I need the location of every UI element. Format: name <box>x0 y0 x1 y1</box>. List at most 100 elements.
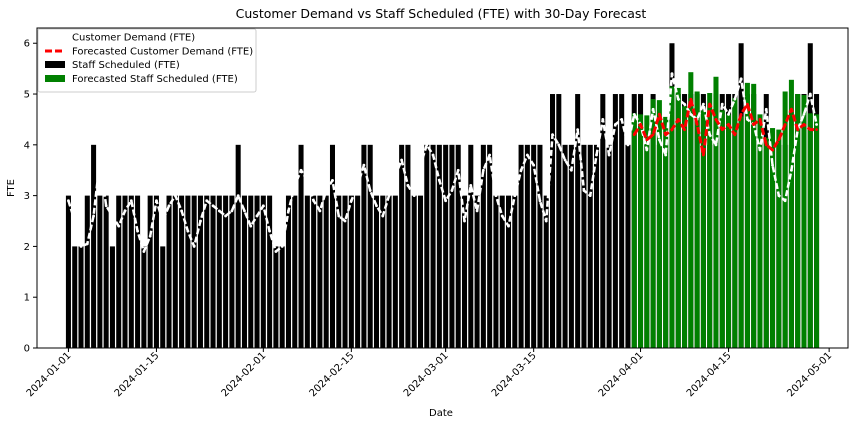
staff-bar <box>487 144 493 348</box>
demand-point <box>595 153 598 157</box>
demand-point <box>544 219 548 223</box>
staff-bar <box>204 195 210 348</box>
staff-bar <box>84 195 90 348</box>
demand-point <box>123 209 127 213</box>
staff-bar <box>248 195 254 348</box>
staff-bar <box>153 195 159 348</box>
demand-point <box>67 199 70 203</box>
forecast-demand-point <box>689 97 693 101</box>
forecast-demand-point <box>752 123 756 126</box>
forecast-staff-bar <box>801 95 807 348</box>
forecast-staff-bar <box>688 72 694 348</box>
staff-bar <box>455 144 461 348</box>
demand-point <box>802 112 806 116</box>
forecast-demand-point <box>733 133 737 137</box>
y-tick-label: 1 <box>24 293 30 304</box>
staff-bar <box>279 246 285 348</box>
demand-point <box>708 133 712 137</box>
staff-bar <box>550 94 556 348</box>
staff-bar <box>411 195 417 348</box>
staff-bar <box>179 195 185 348</box>
demand-point <box>632 112 636 116</box>
forecast-staff-bar <box>713 76 719 348</box>
x-tick-label: 2024-02-15 <box>308 350 357 399</box>
staff-bar <box>443 144 449 348</box>
staff-bar <box>575 94 581 348</box>
staff-bar <box>361 144 367 348</box>
forecast-demand-point <box>695 123 699 126</box>
staff-bar <box>317 195 323 348</box>
demand-point <box>217 209 221 213</box>
demand-point <box>733 97 737 101</box>
forecast-demand-point <box>808 128 812 131</box>
demand-point <box>318 209 322 213</box>
demand-point <box>739 77 743 81</box>
staff-bar <box>304 195 310 348</box>
demand-point <box>469 184 473 187</box>
demand-point <box>111 214 114 218</box>
staff-bar <box>254 195 260 348</box>
demand-point <box>808 92 812 96</box>
forecast-staff-bar <box>707 93 713 349</box>
demand-point <box>569 168 573 172</box>
demand-point <box>563 158 567 162</box>
demand-point <box>255 214 259 218</box>
plot-area <box>65 43 820 349</box>
demand-point <box>92 214 95 218</box>
y-tick-label: 3 <box>24 191 30 202</box>
staff-bar <box>229 195 235 348</box>
demand-point <box>689 112 693 116</box>
demand-point <box>645 148 649 152</box>
demand-point <box>651 107 655 111</box>
demand-point <box>362 163 366 167</box>
demand-point <box>532 163 536 167</box>
y-tick-label: 0 <box>24 344 30 355</box>
demand-point <box>551 133 554 137</box>
staff-bar <box>91 144 97 348</box>
staff-bar <box>241 195 247 348</box>
forecast-demand-point <box>815 128 818 131</box>
staff-bar <box>355 195 361 348</box>
staff-bar <box>273 246 279 348</box>
staff-bar <box>587 144 593 348</box>
demand-point <box>588 194 592 198</box>
demand-point <box>312 199 316 203</box>
staff-bar <box>543 195 549 348</box>
demand-point <box>670 72 674 76</box>
legend-swatch-forecast-staff <box>45 75 65 82</box>
forecast-demand-point <box>714 118 718 121</box>
forecast-demand-point <box>802 123 806 126</box>
chart-title: Customer Demand vs Staff Scheduled (FTE)… <box>236 6 647 21</box>
staff-bar <box>135 195 141 348</box>
demand-point <box>764 107 768 111</box>
forecast-demand-point <box>720 128 724 131</box>
staff-bar <box>562 144 568 348</box>
demand-point <box>702 102 705 106</box>
demand-point <box>513 194 517 198</box>
x-axis-title: Date <box>429 408 453 419</box>
staff-bar <box>506 195 512 348</box>
staff-bar <box>474 195 480 348</box>
staff-bar <box>594 144 600 348</box>
demand-point <box>274 250 278 253</box>
demand-point <box>104 204 108 208</box>
demand-point <box>368 189 372 192</box>
demand-point <box>199 219 202 223</box>
demand-point <box>406 184 410 187</box>
demand-point <box>777 194 781 198</box>
legend: Customer Demand (FTE) Forecasted Custome… <box>37 28 257 93</box>
y-tick-label: 4 <box>24 140 30 151</box>
staff-bar <box>235 144 241 348</box>
forecast-staff-bar <box>719 110 725 348</box>
forecast-staff-bar <box>738 116 744 348</box>
forecast-staff-bar <box>757 114 763 348</box>
legend-box <box>37 28 257 93</box>
demand-point <box>475 209 479 213</box>
demand-point <box>211 204 215 208</box>
forecast-demand-point <box>645 138 649 142</box>
demand-point <box>287 209 290 213</box>
demand-point <box>400 158 404 162</box>
demand-point <box>456 168 460 172</box>
x-tick-label: 2024-01-01 <box>25 350 74 399</box>
